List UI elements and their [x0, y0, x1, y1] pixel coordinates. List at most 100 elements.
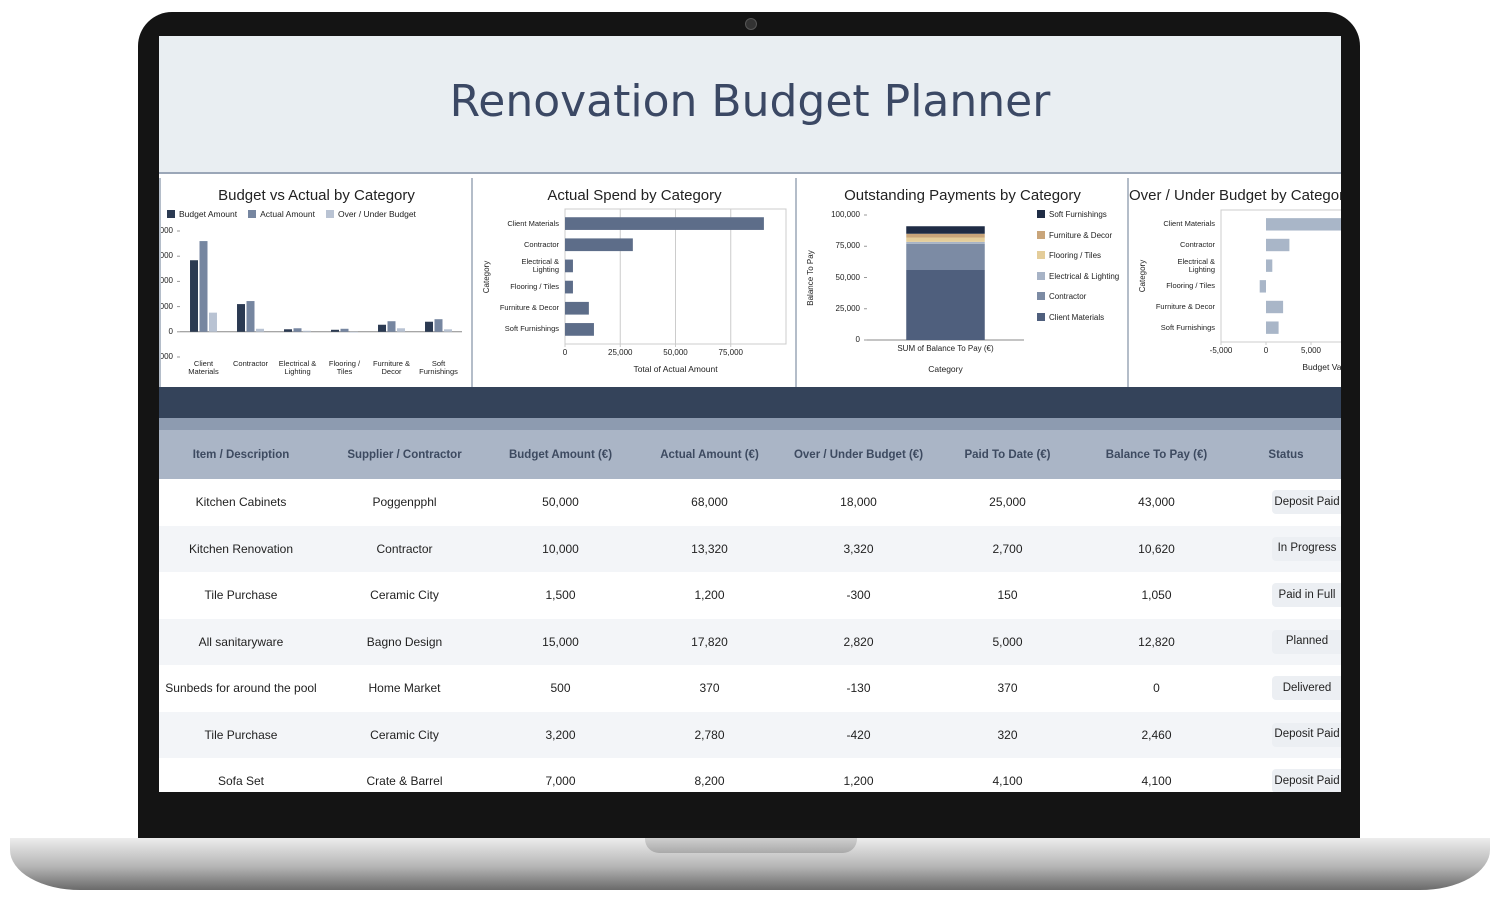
table-cell: 370	[699, 681, 720, 696]
table-row: All sanitaryware Bagno Design 15,000 17,820…	[159, 618, 1341, 665]
bar	[237, 304, 246, 332]
chart-panel: Budget vs Actual by Category -25,000 0 25,0…	[159, 178, 472, 387]
bar-segment	[906, 270, 985, 340]
table-row: Tile Purchase Ceramic City 1,500 1,200 -300 1…	[159, 572, 1341, 619]
x-tick-label: Flooring / Tiles	[328, 359, 361, 376]
status-cell: Deposit Paid	[1231, 479, 1341, 526]
table-cell: 500	[550, 681, 571, 696]
y-tick-label: Soft Furnishings	[1160, 322, 1215, 332]
bar-segment	[906, 233, 985, 238]
bar	[443, 329, 452, 332]
status-dropdown[interactable]: Delivered	[1272, 676, 1341, 701]
bar	[1259, 280, 1266, 293]
y-tick-label: 25,000	[835, 303, 860, 313]
legend-label: Over / Under Budget	[337, 209, 416, 219]
chart-title: Over / Under Budget by Category	[1129, 187, 1341, 204]
chart	[177, 230, 462, 358]
bar	[565, 280, 573, 294]
y-tick-label: 100,000	[159, 226, 173, 235]
bar-segment	[906, 226, 985, 234]
status-dropdown[interactable]: In Progress	[1272, 536, 1341, 561]
y-axis-label: Category	[1138, 259, 1147, 293]
x-tick-label: SUM of Balance To Pay (€)	[897, 344, 994, 353]
legend-item: Budget Amount	[167, 209, 237, 219]
chart-title: Outstanding Payments by Category	[844, 187, 1081, 204]
y-tick-label: Client Materials	[507, 218, 559, 228]
status-cell: In Progress	[1231, 525, 1341, 572]
bar	[340, 328, 349, 332]
status-cell: Deposit Paid	[1231, 758, 1341, 792]
table-body: Kitchen Cabinets Poggenpphl 50,000 68,000 18…	[159, 479, 1341, 792]
table-cell: -130	[846, 681, 871, 696]
y-tick-label: Electrical & Lighting	[1177, 256, 1215, 274]
x-tick-label: 25,000	[608, 348, 633, 357]
table-cell: 8,200	[694, 774, 725, 789]
camera	[745, 18, 757, 30]
table-cell: 5,000	[933, 618, 1082, 665]
table-cell: Kitchen Cabinets	[195, 495, 287, 510]
bar	[208, 312, 217, 332]
status-dropdown[interactable]: Paid in Full	[1272, 583, 1341, 608]
table-cell: 2,820	[784, 618, 933, 665]
status-dropdown[interactable]: Deposit Paid	[1272, 490, 1341, 515]
legend-swatch	[167, 210, 175, 218]
status-dropdown[interactable]: Planned	[1272, 629, 1341, 654]
x-tick-label: 75,000	[718, 348, 743, 357]
bar-segment	[906, 241, 985, 244]
table-row: Sofa Set Crate & Barrel 7,000 8,200 1,200 4,1…	[159, 758, 1341, 792]
column-header: Budget Amount (€)	[486, 430, 635, 479]
table-cell: 1,200	[694, 588, 725, 603]
status-cell: Planned	[1231, 618, 1341, 665]
table-cell: 25,000	[989, 495, 1026, 510]
legend-label: Client Materials	[1049, 312, 1105, 322]
header-band	[159, 36, 1341, 174]
legend-label: Actual Amount	[260, 209, 315, 219]
y-tick-label: 0	[855, 335, 860, 344]
legend-item: Soft Furnishings	[1037, 210, 1122, 219]
column-header: Supplier / Contractor	[323, 430, 486, 479]
y-tick-label: Furniture & Decor	[1155, 302, 1215, 311]
bar	[565, 301, 589, 315]
status-dropdown[interactable]: Deposit Paid	[1272, 722, 1341, 747]
legend-swatch	[1037, 292, 1045, 300]
x-axis-label: Budget Variance	[1302, 362, 1341, 372]
bar	[246, 301, 255, 332]
table-cell: 1,200	[843, 774, 874, 789]
x-tick-label: Soft Furnishings	[419, 359, 458, 376]
status-cell: Paid in Full	[1231, 572, 1341, 619]
bar	[302, 330, 311, 332]
screen: Renovation Budget Planner Item / Descrip…	[159, 36, 1341, 792]
table-cell: 12,820	[1082, 618, 1231, 665]
column-header: Balance To Pay (€)	[1082, 430, 1231, 479]
table-cell: Contractor	[323, 525, 486, 572]
x-tick-label: 0	[1263, 346, 1269, 355]
table-cell: Sunbeds for around the pool	[165, 681, 317, 696]
x-tick-label: 5,000	[1300, 346, 1322, 355]
y-axis-label: Category	[482, 260, 491, 293]
x-tick-label: Electrical & Lighting	[278, 359, 317, 376]
bar	[434, 319, 443, 332]
table-cell: 370	[997, 681, 1018, 696]
legend-item: Client Materials	[1037, 312, 1122, 322]
bar	[396, 328, 405, 332]
table-cell: 10,000	[486, 525, 635, 572]
table-cell: 2,700	[933, 525, 1082, 572]
status-cell: Deposit Paid	[1231, 711, 1341, 758]
y-tick-label: 100,000	[831, 210, 860, 219]
table-cell: 7,000	[545, 774, 576, 789]
page-title: Renovation Budget Planner	[449, 76, 1051, 127]
chart-panel: Outstanding Payments by Category 0 25,000 5…	[795, 178, 1128, 387]
budget-table: Item / Description Supplier / Contractor B…	[159, 430, 1341, 792]
bar	[1266, 218, 1341, 231]
chart-title: Budget vs Actual by Category	[218, 187, 415, 204]
x-tick-label: Contractor	[232, 359, 268, 368]
legend-item: Actual Amount	[248, 209, 315, 219]
table-cell: Home Market	[368, 681, 441, 696]
y-tick-label: 75,000	[835, 241, 860, 251]
table-cell: 4,100	[992, 774, 1023, 789]
bar	[425, 321, 434, 332]
table-cell: 2,460	[1082, 711, 1231, 758]
x-tick-label: 0	[562, 348, 568, 357]
status-dropdown[interactable]: Deposit Paid	[1272, 769, 1341, 792]
bar	[565, 323, 594, 336]
